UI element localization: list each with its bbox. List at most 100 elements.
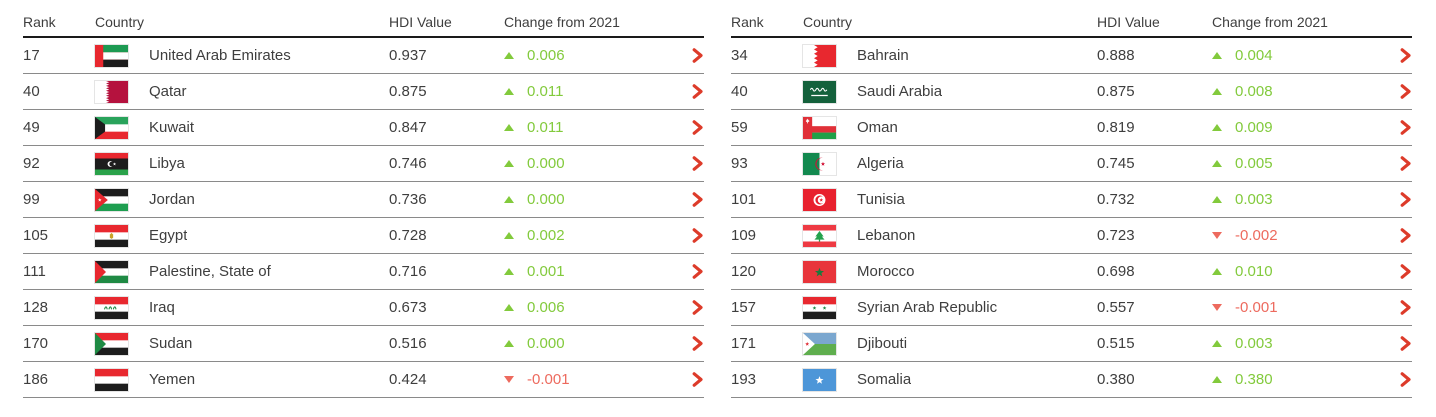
rank-value: 109 xyxy=(731,227,757,244)
chevron-right-icon[interactable] xyxy=(1386,335,1412,352)
chevron-right-icon[interactable] xyxy=(1386,299,1412,316)
chevron-right-icon[interactable] xyxy=(1386,263,1412,280)
table-row[interactable]: 40 Saudi Arabia 0.875 0.008 xyxy=(731,74,1412,110)
flag-icon-ps xyxy=(95,260,128,283)
chevron-right-icon[interactable] xyxy=(678,119,704,136)
country-cell: Palestine, State of xyxy=(95,260,377,283)
chevron-right-icon[interactable] xyxy=(1386,47,1412,64)
country-name: Syrian Arab Republic xyxy=(857,299,998,316)
column-header-country: Country xyxy=(95,14,145,30)
change-value: -0.001 xyxy=(527,371,570,388)
flag-icon-om xyxy=(803,116,836,139)
country-cell: Qatar xyxy=(95,80,377,103)
chevron-right-icon[interactable] xyxy=(1386,371,1412,388)
hdi-value: 0.888 xyxy=(1097,47,1135,64)
chevron-right-icon[interactable] xyxy=(1386,227,1412,244)
country-cell: United Arab Emirates xyxy=(95,44,377,67)
hdi-value: 0.875 xyxy=(1097,83,1135,100)
country-name: Bahrain xyxy=(857,47,909,64)
flag-icon-ye xyxy=(95,368,128,391)
table-row[interactable]: 171 Djibouti 0.515 0.003 xyxy=(731,326,1412,362)
country-name: Morocco xyxy=(857,263,915,280)
chevron-right-icon[interactable] xyxy=(1386,119,1412,136)
country-name: Yemen xyxy=(149,371,196,388)
chevron-right-icon[interactable] xyxy=(678,191,704,208)
chevron-right-icon[interactable] xyxy=(678,227,704,244)
hdi-value: 0.937 xyxy=(389,47,427,64)
country-name: Algeria xyxy=(857,155,904,172)
country-name: Libya xyxy=(149,155,185,172)
flag-icon-dj xyxy=(803,332,836,355)
change-value: 0.009 xyxy=(1235,119,1273,136)
chevron-right-icon[interactable] xyxy=(678,263,704,280)
country-name: Sudan xyxy=(149,335,193,352)
column-header-change: Change from 2021 xyxy=(504,14,620,30)
flag-icon-tn xyxy=(803,188,836,211)
change-cell: 0.005 xyxy=(1200,155,1386,172)
country-cell: Kuwait xyxy=(95,116,377,139)
table-row[interactable]: 111 Palestine, State of 0.716 0.001 xyxy=(23,254,704,290)
change-cell: 0.001 xyxy=(492,263,678,280)
change-cell: 0.006 xyxy=(492,299,678,316)
table-row[interactable]: 128 Iraq 0.673 0.006 xyxy=(23,290,704,326)
change-value: 0.000 xyxy=(527,191,565,208)
table-row[interactable]: 105 Egypt 0.728 0.002 xyxy=(23,218,704,254)
table-row[interactable]: 49 Kuwait 0.847 0.011 xyxy=(23,110,704,146)
change-cell: -0.002 xyxy=(1200,227,1386,244)
rank-value: 128 xyxy=(23,299,49,316)
change-cell: 0.000 xyxy=(492,191,678,208)
hdi-value: 0.673 xyxy=(389,299,427,316)
rank-value: 171 xyxy=(731,335,757,352)
table-row[interactable]: 101 Tunisia 0.732 0.003 xyxy=(731,182,1412,218)
country-cell: Libya xyxy=(95,152,377,175)
flag-icon-jo xyxy=(95,188,128,211)
table-row[interactable]: 157 Syrian Arab Republic 0.557 -0.001 xyxy=(731,290,1412,326)
country-cell: Egypt xyxy=(95,224,377,247)
table-header: Rank Country HDI Value Change from 2021 xyxy=(731,12,1412,38)
change-value: 0.002 xyxy=(527,227,565,244)
table-row[interactable]: 40 Qatar 0.875 0.011 xyxy=(23,74,704,110)
hdi-value: 0.716 xyxy=(389,263,427,280)
flag-icon-sa xyxy=(803,80,836,103)
rank-value: 99 xyxy=(23,191,40,208)
table-row[interactable]: 99 Jordan 0.736 0.000 xyxy=(23,182,704,218)
change-value: 0.003 xyxy=(1235,191,1273,208)
table-row[interactable]: 120 Morocco 0.698 0.010 xyxy=(731,254,1412,290)
chevron-right-icon[interactable] xyxy=(678,299,704,316)
table-row[interactable]: 59 Oman 0.819 0.009 xyxy=(731,110,1412,146)
chevron-right-icon[interactable] xyxy=(678,155,704,172)
chevron-right-icon[interactable] xyxy=(678,47,704,64)
table-row[interactable]: 186 Yemen 0.424 -0.001 xyxy=(23,362,704,398)
change-cell: 0.002 xyxy=(492,227,678,244)
table-row[interactable]: 93 Algeria 0.745 0.005 xyxy=(731,146,1412,182)
change-cell: 0.003 xyxy=(1200,335,1386,352)
change-cell: -0.001 xyxy=(1200,299,1386,316)
chevron-right-icon[interactable] xyxy=(678,371,704,388)
table-row[interactable]: 17 United Arab Emirates 0.937 0.006 xyxy=(23,38,704,74)
hdi-value: 0.380 xyxy=(1097,371,1135,388)
table-row[interactable]: 193 Somalia 0.380 0.380 xyxy=(731,362,1412,398)
flag-icon-ly xyxy=(95,152,128,175)
chevron-right-icon[interactable] xyxy=(1386,191,1412,208)
country-cell: Oman xyxy=(803,116,1085,139)
country-cell: Sudan xyxy=(95,332,377,355)
change-cell: 0.011 xyxy=(492,119,678,136)
rank-value: 17 xyxy=(23,47,40,64)
column-header-rank: Rank xyxy=(731,14,764,30)
triangle-up-icon xyxy=(504,124,514,131)
table-row[interactable]: 92 Libya 0.746 0.000 xyxy=(23,146,704,182)
chevron-right-icon[interactable] xyxy=(1386,83,1412,100)
chevron-right-icon[interactable] xyxy=(1386,155,1412,172)
chevron-right-icon[interactable] xyxy=(678,335,704,352)
table-row[interactable]: 109 Lebanon 0.723 -0.002 xyxy=(731,218,1412,254)
hdi-ranking-page: Rank Country HDI Value Change from 2021 … xyxy=(23,12,1412,398)
table-row[interactable]: 34 Bahrain 0.888 0.004 xyxy=(731,38,1412,74)
change-value: 0.005 xyxy=(1235,155,1273,172)
country-cell: Somalia xyxy=(803,368,1085,391)
table-row[interactable]: 170 Sudan 0.516 0.000 xyxy=(23,326,704,362)
flag-icon-eg xyxy=(95,224,128,247)
country-cell: Tunisia xyxy=(803,188,1085,211)
rank-value: 105 xyxy=(23,227,49,244)
chevron-right-icon[interactable] xyxy=(678,83,704,100)
triangle-down-icon xyxy=(1212,232,1222,239)
